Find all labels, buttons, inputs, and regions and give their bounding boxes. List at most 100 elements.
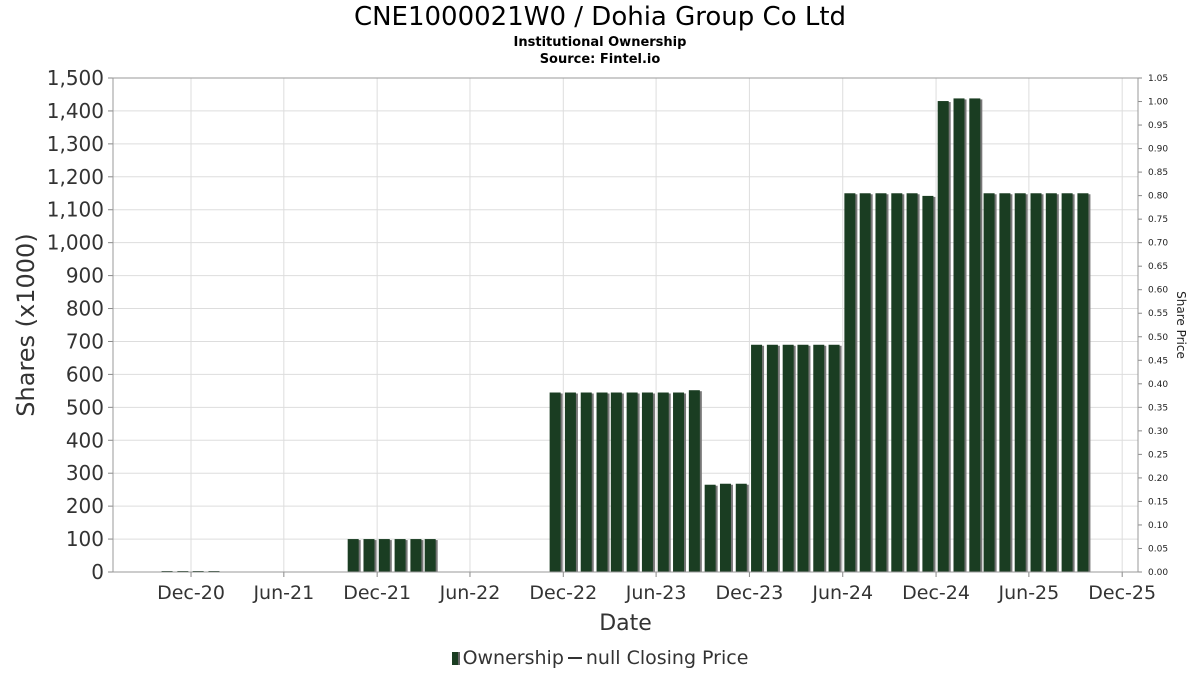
- ownership-bar: [813, 344, 825, 572]
- ownership-bar: [1014, 193, 1026, 572]
- y-tick-label: 1,300: [47, 132, 104, 156]
- ownership-bar: [626, 392, 638, 572]
- y-tick-label: 700: [66, 329, 104, 353]
- ownership-bar: [378, 539, 390, 572]
- y2-tick-label: 0.60: [1148, 286, 1168, 296]
- ownership-bar: [766, 344, 778, 572]
- y2-tick-label: 0.45: [1148, 356, 1168, 366]
- ownership-bar: [610, 392, 622, 572]
- x-tick-label: Dec-21: [343, 582, 411, 604]
- y-tick-label: 1,000: [47, 231, 104, 255]
- y2-tick-label: 0.05: [1148, 544, 1168, 554]
- y2-tick-label: 0.65: [1148, 262, 1168, 272]
- y-tick-label: 100: [66, 527, 104, 551]
- ownership-bar: [641, 392, 653, 572]
- ownership-bar: [953, 98, 965, 572]
- ownership-bar: [580, 392, 592, 572]
- ownership-bar: [673, 392, 685, 572]
- y2-tick-label: 0.85: [1148, 168, 1168, 178]
- chart-subtitle: Institutional Ownership: [513, 35, 687, 50]
- y2-tick-label: 1.05: [1148, 74, 1168, 84]
- ownership-bar: [394, 539, 406, 572]
- legend-label-ownership: Ownership: [462, 647, 564, 669]
- ownership-bar: [596, 392, 608, 572]
- ownership-bar: [704, 484, 716, 572]
- ownership-bar: [782, 344, 794, 572]
- ownership-bar: [983, 193, 995, 572]
- ownership-bar: [564, 392, 576, 572]
- ownership-bar: [719, 483, 731, 572]
- y-tick-label: 900: [66, 264, 104, 288]
- ownership-bar: [347, 539, 359, 572]
- ownership-bar: [859, 193, 871, 572]
- y2-tick-label: 0.20: [1148, 474, 1168, 484]
- ownership-legend-swatch: [451, 652, 460, 665]
- y2-tick-label: 0.80: [1148, 192, 1168, 202]
- y2-tick-label: 0.40: [1148, 380, 1168, 390]
- x-tick-label: Dec-20: [157, 582, 225, 604]
- y-tick-label: 300: [66, 461, 104, 485]
- ownership-bar: [969, 98, 981, 572]
- ownership-bar: [1030, 193, 1042, 572]
- ownership-bar: [797, 344, 809, 572]
- ownership-bar: [891, 193, 903, 572]
- x-tick-label: Dec-24: [902, 582, 970, 604]
- y2-tick-label: 0.70: [1148, 239, 1168, 249]
- closing-price-legend-line: [567, 657, 582, 659]
- y2-tick-label: 0.50: [1148, 333, 1168, 343]
- ownership-bar: [828, 344, 840, 572]
- y2-tick-label: 0.55: [1148, 309, 1168, 319]
- y-tick-label: 400: [66, 428, 104, 452]
- ownership-bar: [844, 193, 856, 572]
- ownership-bar: [424, 539, 436, 572]
- y-tick-label: 1,500: [47, 66, 104, 90]
- ownership-bar: [1077, 193, 1089, 572]
- x-tick-label: Dec-22: [529, 582, 597, 604]
- y-tick-label: 1,400: [47, 99, 104, 123]
- x-tick-label: Jun-22: [439, 582, 501, 604]
- y-axis-label: Shares (x1000): [12, 233, 40, 416]
- y2-tick-label: 0.95: [1148, 121, 1168, 131]
- x-tick-label: Jun-25: [998, 582, 1060, 604]
- x-tick-label: Jun-21: [252, 582, 314, 604]
- x-tick-label: Dec-25: [1088, 582, 1156, 604]
- y2-tick-label: 1.00: [1148, 98, 1168, 108]
- chart-title: CNE1000021W0 / Dohia Group Co Ltd: [353, 2, 847, 32]
- ownership-bar: [937, 101, 949, 572]
- y2-tick-label: 0.15: [1148, 497, 1168, 507]
- ownership-bar: [751, 344, 763, 572]
- y2-tick-label: 0.75: [1148, 215, 1168, 225]
- ownership-bar: [549, 392, 561, 572]
- x-tick-label: Jun-24: [811, 582, 873, 604]
- ownership-bar: [735, 483, 747, 572]
- y-tick-label: 600: [66, 362, 104, 386]
- ownership-bar: [906, 193, 918, 572]
- y2-axis-label: Share Price: [1174, 291, 1188, 359]
- y2-tick-label: 0.30: [1148, 427, 1168, 437]
- ownership-bar: [999, 193, 1011, 572]
- y2-tick-label: 0.35: [1148, 403, 1168, 413]
- chart-legend: Ownership null Closing Price: [0, 647, 1200, 669]
- ownership-bar: [410, 539, 422, 572]
- ownership-bar: [1061, 193, 1073, 572]
- y-tick-label: 500: [66, 395, 104, 419]
- ownership-bar: [657, 392, 669, 572]
- chart-source: Source: Fintel.io: [539, 52, 661, 67]
- ownership-bar: [688, 390, 700, 572]
- ownership-bar: [922, 195, 934, 572]
- y-tick-label: 0: [91, 560, 104, 584]
- ownership-bar: [363, 539, 375, 572]
- x-tick-label: Dec-23: [716, 582, 784, 604]
- ownership-bar: [875, 193, 887, 572]
- y2-tick-label: 0.25: [1148, 450, 1168, 460]
- y2-tick-label: 0.00: [1148, 568, 1168, 578]
- legend-label-closing-price: null Closing Price: [585, 647, 749, 669]
- y2-tick-label: 0.90: [1148, 145, 1168, 155]
- y2-tick-label: 0.10: [1148, 521, 1168, 531]
- ownership-bar: [1045, 193, 1057, 572]
- plot-border: [112, 77, 1139, 573]
- y-tick-label: 200: [66, 494, 104, 518]
- x-axis-label: Date: [599, 611, 652, 636]
- y-tick-label: 1,100: [47, 198, 104, 222]
